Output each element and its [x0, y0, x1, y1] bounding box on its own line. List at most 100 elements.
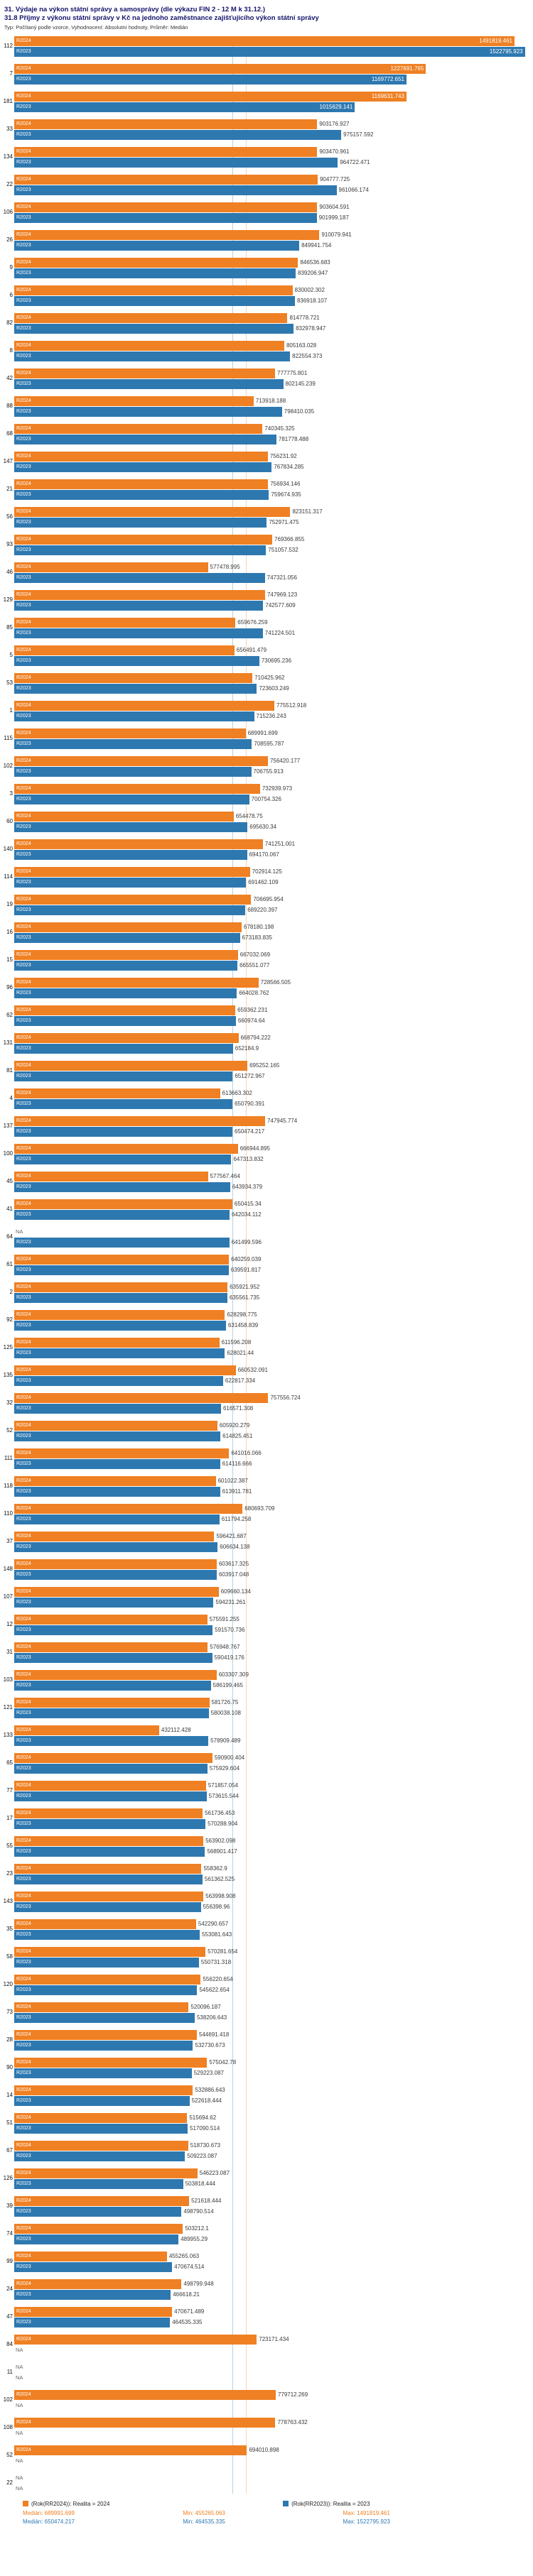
bar-r2023[interactable]: R2023: [14, 932, 240, 943]
bar-r2023[interactable]: R2023: [14, 2206, 182, 2217]
bar-r2023[interactable]: R2023: [14, 960, 238, 971]
bar-r2023[interactable]: R2023: [14, 1569, 217, 1580]
bar-r2023[interactable]: R2023: [14, 1458, 220, 1469]
bar-r2023[interactable]: R2023: [14, 1597, 214, 1608]
bar-r2023[interactable]: R2023 1522795.923: [14, 46, 525, 57]
bar-r2024[interactable]: R2024: [14, 285, 293, 295]
bar-r2023[interactable]: R2023: [14, 212, 317, 223]
bar-r2023[interactable]: R2023: [14, 462, 272, 472]
bar-r2023[interactable]: R2023: [14, 2261, 173, 2272]
bar-r2024[interactable]: R2024 1169631.743: [14, 91, 407, 102]
bar-r2024[interactable]: R2024: [14, 368, 276, 378]
bar-r2023[interactable]: R2023: [14, 1320, 226, 1331]
bar-r2023[interactable]: R2023: [14, 1708, 209, 1718]
bar-r2023[interactable]: R2023: [14, 905, 246, 915]
bar-r2024[interactable]: R2024: [14, 1088, 220, 1098]
bar-r2024[interactable]: R2024: [14, 1946, 206, 1957]
bar-r2023[interactable]: R2023: [14, 129, 342, 140]
bar-r2024[interactable]: R2024: [14, 2251, 167, 2261]
bar-r2023[interactable]: R2023: [14, 1154, 232, 1164]
bar-r2024[interactable]: R2024: [14, 1503, 243, 1514]
bar-r2023[interactable]: R2023: [14, 2178, 183, 2189]
bar-r2023[interactable]: R2023: [14, 628, 263, 638]
bar-r2024[interactable]: R2024 1227691.765: [14, 63, 426, 74]
bar-r2024[interactable]: R2024: [14, 2140, 188, 2151]
bar-r2023[interactable]: R2023: [14, 1957, 199, 1968]
bar-r2024[interactable]: R2024: [14, 257, 298, 268]
bar-r2023[interactable]: R2023: [14, 1265, 229, 1275]
bar-r2024[interactable]: R2024: [14, 1060, 248, 1071]
bar-r2023[interactable]: R2023: [14, 268, 296, 278]
bar-r2024[interactable]: R2024: [14, 2445, 247, 2455]
legend-r2024[interactable]: (Rok(RR2024)): Realita = 2024: [23, 2501, 283, 2507]
bar-r2024[interactable]: R2024: [14, 1531, 215, 1541]
bar-r2024[interactable]: R2024: [14, 672, 253, 683]
bar-r2023[interactable]: R2023: [14, 240, 300, 251]
bar-r2023[interactable]: R2023: [14, 1403, 221, 1414]
bar-r2023[interactable]: R2023: [14, 545, 266, 555]
bar-r2023[interactable]: R2023: [14, 2012, 195, 2023]
bar-r2024[interactable]: R2024: [14, 146, 318, 157]
bar-r2024[interactable]: R2024: [14, 1752, 212, 1763]
bar-r2023[interactable]: R2023: [14, 1126, 232, 1137]
bar-r2023[interactable]: R2023: [14, 849, 247, 860]
bar-r2024[interactable]: R2024: [14, 479, 269, 489]
bar-r2023[interactable]: R2023: [14, 1375, 223, 1386]
bar-r2024[interactable]: R2024: [14, 811, 234, 822]
bar-r2024[interactable]: R2024: [14, 1725, 159, 1735]
bar-r2024[interactable]: R2024: [14, 395, 254, 406]
bar-r2024[interactable]: R2024: [14, 866, 250, 877]
bar-r2023[interactable]: R2023: [14, 1791, 207, 1801]
bar-r2023[interactable]: R2023: [14, 406, 282, 417]
bar-r2023[interactable]: R2023: [14, 2317, 171, 2327]
bar-r2024[interactable]: R2024: [14, 755, 268, 766]
bar-r2023[interactable]: R2023: [14, 1735, 209, 1746]
bar-r2024[interactable]: R2024: [14, 1143, 238, 1154]
bar-r2023[interactable]: R2023: [14, 2095, 190, 2106]
bar-r2024[interactable]: R2024: [14, 1614, 208, 1625]
bar-r2024[interactable]: R2024: [14, 728, 246, 738]
bar-r2024[interactable]: R2024: [14, 534, 273, 545]
bar-r2023[interactable]: R2023: [14, 323, 294, 334]
bar-r2023[interactable]: R2023: [14, 1901, 201, 1912]
bar-r2023[interactable]: R2023: [14, 185, 337, 195]
bar-r2024[interactable]: R2024: [14, 506, 291, 517]
bar-r2023[interactable]: R2023 1015629.141: [14, 102, 355, 112]
bar-r2024[interactable]: R2024: [14, 783, 260, 794]
bar-r2024[interactable]: R2024: [14, 1780, 206, 1791]
bar-r2024[interactable]: R2024: [14, 1254, 230, 1265]
bar-r2024[interactable]: R2024: [14, 2223, 183, 2234]
bar-r2024[interactable]: R2024: [14, 839, 263, 849]
bar-r2023[interactable]: R2023: [14, 1098, 233, 1109]
bar-r2024[interactable]: R2024: [14, 1974, 201, 1985]
bar-r2024[interactable]: R2024: [14, 1309, 225, 1320]
bar-r2023[interactable]: R2023: [14, 1874, 203, 1884]
bar-r2023[interactable]: R2023 1169772.651: [14, 74, 407, 84]
bar-r2024[interactable]: R2024: [14, 1365, 236, 1375]
bar-r2023[interactable]: R2023: [14, 1846, 205, 1857]
bar-r2023[interactable]: R2023: [14, 600, 264, 611]
bar-r2024[interactable]: R2024: [14, 1559, 217, 1569]
bar-r2024[interactable]: R2024: [14, 562, 208, 572]
bar-r2024[interactable]: R2024: [14, 1475, 216, 1486]
bar-r2024[interactable]: R2024: [14, 2085, 193, 2095]
bar-r2023[interactable]: R2023: [14, 1652, 212, 1663]
bar-r2024[interactable]: R2024: [14, 423, 263, 434]
bar-r2024[interactable]: R2024: [14, 894, 252, 905]
bar-r2024[interactable]: R2024: [14, 1808, 203, 1818]
bar-r2023[interactable]: R2023: [14, 711, 254, 721]
bar-r2024[interactable]: R2024: [14, 589, 265, 600]
bar-r2023[interactable]: R2023: [14, 1209, 230, 1220]
bar-r2023[interactable]: R2023: [14, 794, 249, 804]
bar-r2024[interactable]: R2024: [14, 1863, 202, 1874]
bar-r2023[interactable]: R2023: [14, 822, 248, 832]
bar-r2023[interactable]: R2023: [14, 2234, 179, 2244]
bar-r2024[interactable]: R2024: [14, 1697, 210, 1708]
bar-r2023[interactable]: R2023: [14, 2151, 185, 2161]
bar-r2024[interactable]: R2024: [14, 1448, 230, 1458]
bar-r2024[interactable]: R2024: [14, 2002, 189, 2012]
bar-r2023[interactable]: R2023: [14, 1486, 220, 1497]
bar-r2023[interactable]: R2023: [14, 1514, 220, 1524]
bar-r2024[interactable]: R2024: [14, 1115, 265, 1126]
bar-r2024[interactable]: R2024: [14, 1891, 204, 1901]
